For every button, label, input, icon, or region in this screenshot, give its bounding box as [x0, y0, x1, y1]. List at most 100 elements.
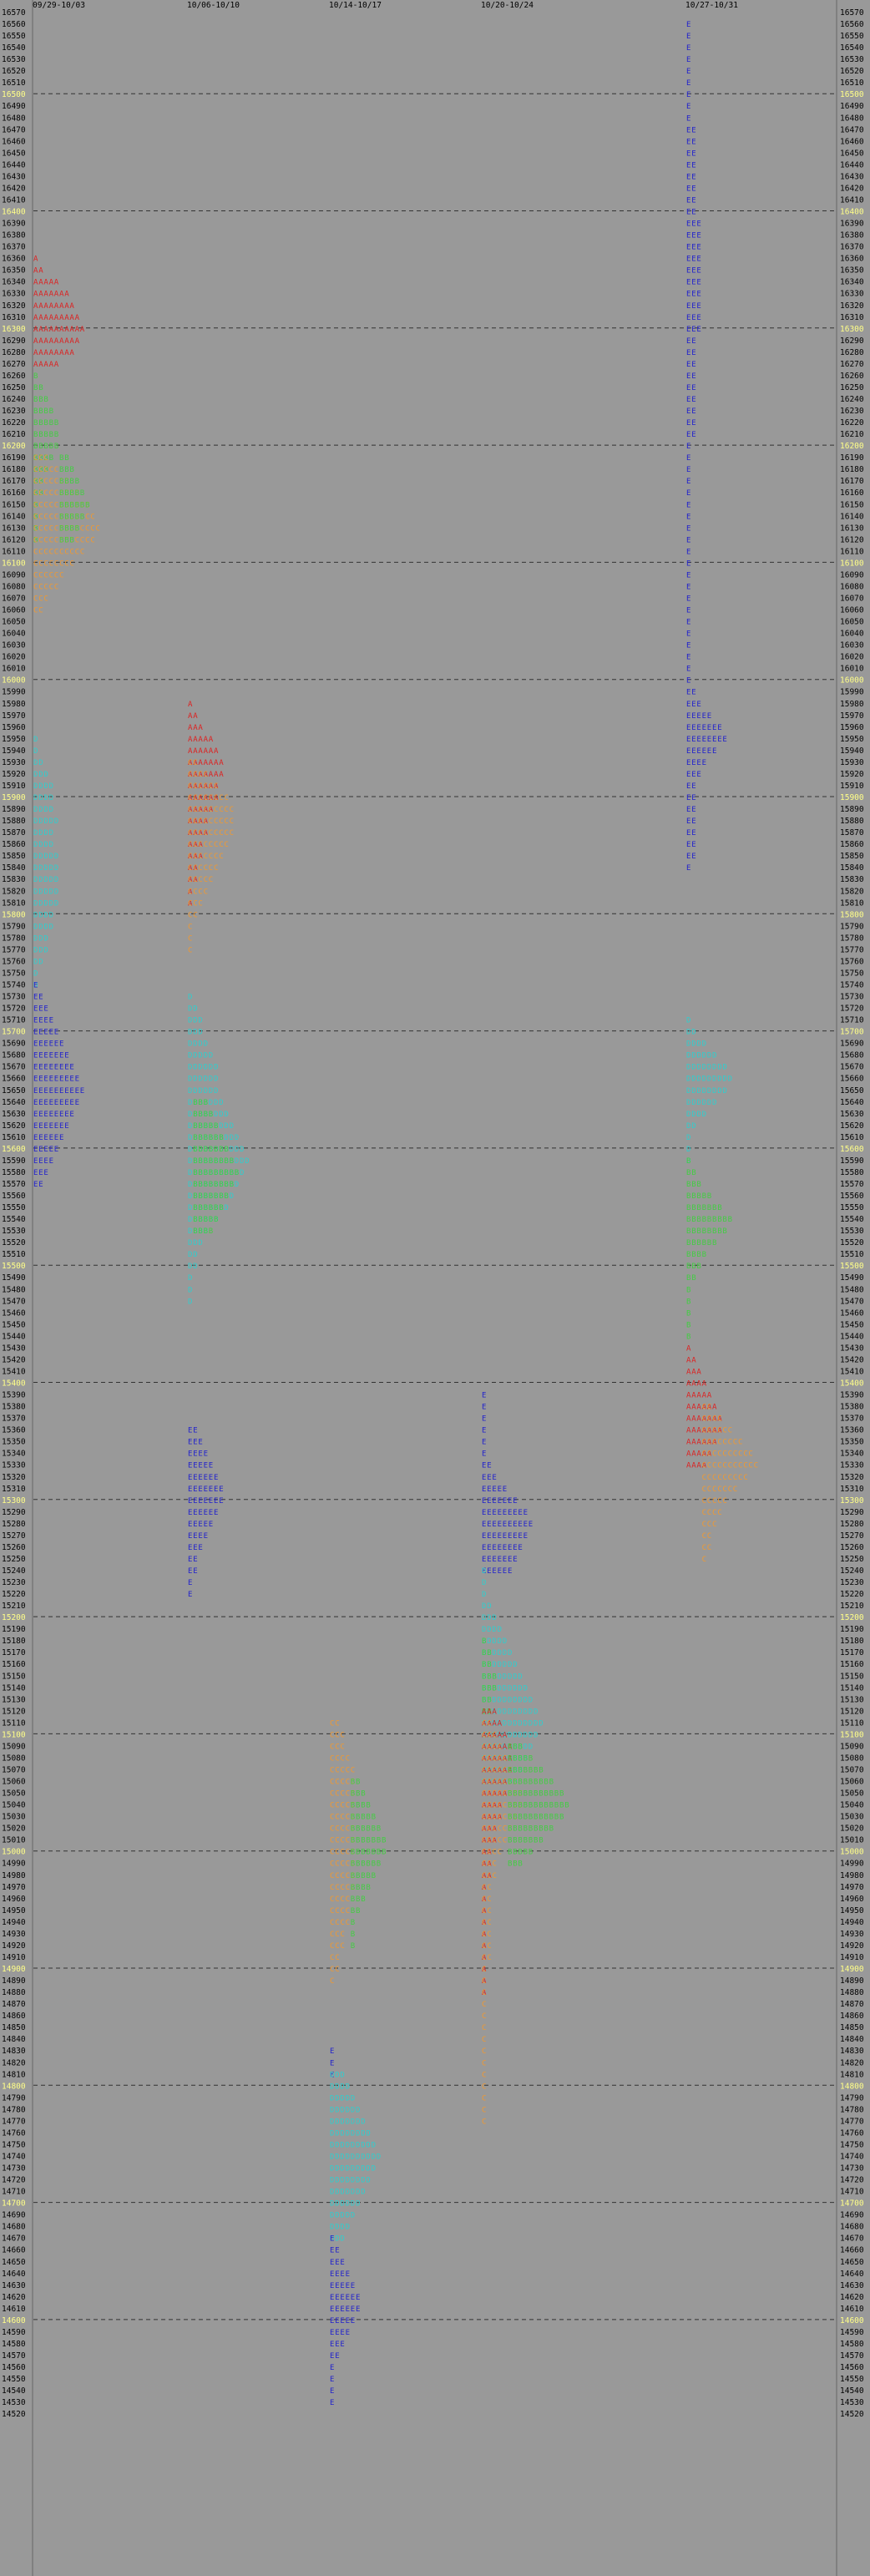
- price-tick-label: 16380: [2, 231, 26, 240]
- tpo-letter: C: [498, 1743, 502, 1751]
- tpo-letter: A: [43, 326, 48, 334]
- price-tick-label: 15710: [840, 1016, 864, 1025]
- tpo-letter: C: [193, 911, 197, 919]
- tpo-letter: B: [524, 1849, 528, 1857]
- tpo-letter: C: [335, 1754, 339, 1763]
- tpo-letter: B: [59, 524, 63, 533]
- tpo-letter: E: [330, 2071, 334, 2079]
- tpo-letter: D: [335, 2153, 339, 2161]
- tpo-letter: C: [707, 1427, 711, 1435]
- price-tick-label: 15740: [2, 980, 26, 989]
- tpo-letter: E: [43, 1029, 48, 1037]
- tpo-letter: C: [707, 1415, 711, 1424]
- tpo-letter: A: [188, 701, 193, 709]
- price-tick-label: 15820: [840, 887, 864, 896]
- tpo-letter: B: [366, 1814, 370, 1822]
- tpo-letter: C: [198, 841, 202, 849]
- tpo-letter: C: [204, 771, 208, 779]
- tpo-letter: C: [743, 1462, 747, 1470]
- price-tick-label: 15620: [2, 1121, 26, 1131]
- tpo-letter: B: [198, 1227, 202, 1236]
- price-tick-label: 14850: [2, 2023, 26, 2032]
- tpo-letter: B: [209, 1122, 213, 1131]
- tpo-letter: C: [346, 1790, 350, 1799]
- tpo-letter: E: [503, 1485, 507, 1494]
- tpo-letter: C: [351, 1837, 355, 1845]
- price-tick-label: 14930: [840, 1930, 864, 1939]
- tpo-letter: D: [230, 1157, 234, 1166]
- tpo-letter: C: [330, 1779, 334, 1787]
- tpo-letter: C: [728, 1485, 732, 1494]
- tpo-letter: B: [686, 1192, 690, 1201]
- tpo-letter: C: [193, 876, 197, 884]
- tpo-letter: D: [691, 1064, 695, 1072]
- tpo-letter: D: [193, 1122, 197, 1131]
- price-tick-label: 15950: [2, 735, 26, 744]
- tpo-letter: E: [346, 2270, 350, 2279]
- tpo-letter: D: [346, 2200, 350, 2209]
- tpo-letter: C: [518, 1802, 522, 1810]
- tpo-letter: E: [59, 1064, 63, 1072]
- tpo-letter: C: [335, 1802, 339, 1810]
- price-tick-label: 15810: [2, 898, 26, 908]
- tpo-letter: D: [712, 1064, 716, 1072]
- tpo-letter: B: [204, 1227, 208, 1236]
- tpo-letter: D: [38, 841, 43, 849]
- price-tick-label: 15010: [2, 1836, 26, 1845]
- tpo-letter: D: [356, 2129, 360, 2138]
- price-tick-label: 15220: [840, 1590, 864, 1599]
- tpo-letter: A: [487, 1790, 492, 1799]
- price-tick-label: 15200: [840, 1613, 864, 1622]
- tpo-letter: B: [544, 1790, 548, 1799]
- tpo-letter: E: [686, 524, 690, 533]
- tpo-letter: C: [193, 771, 197, 779]
- tpo-letter: E: [75, 1087, 79, 1096]
- tpo-letter: A: [198, 759, 203, 767]
- tpo-letter: D: [366, 2177, 370, 2185]
- tpo-letter: B: [33, 407, 38, 416]
- tpo-letter: C: [717, 1427, 721, 1435]
- tpo-letter: B: [214, 1157, 218, 1166]
- tpo-letter: B: [33, 489, 38, 498]
- tpo-letter: B: [38, 384, 43, 392]
- tpo-letter: B: [54, 431, 58, 439]
- tpo-letter: A: [498, 1790, 503, 1799]
- tpo-letter: D: [240, 1157, 244, 1166]
- tpo-letter: C: [351, 1802, 355, 1810]
- tpo-letter: D: [534, 1719, 538, 1728]
- price-tick-label: 15650: [2, 1086, 26, 1096]
- tpo-letter: E: [696, 712, 701, 721]
- price-tick-label: 14970: [840, 1883, 864, 1892]
- tpo-letter: B: [529, 1779, 533, 1787]
- tpo-letter: E: [340, 2317, 344, 2325]
- tpo-letter: C: [59, 571, 63, 579]
- tpo-letter: C: [346, 1884, 350, 1892]
- tpo-letter: A: [198, 771, 203, 779]
- tpo-letter: E: [193, 1497, 197, 1506]
- tpo-letter: C: [49, 524, 53, 533]
- price-tick-label: 16300: [2, 325, 26, 334]
- tpo-letter: C: [193, 759, 197, 767]
- tpo-letter: B: [351, 1825, 355, 1834]
- tpo-letter: B: [382, 1849, 386, 1857]
- tpo-letter: C: [733, 1450, 737, 1459]
- tpo-letter: B: [707, 1192, 711, 1201]
- tpo-letter: E: [696, 244, 701, 252]
- tpo-letter: A: [482, 1860, 487, 1869]
- price-tick-label: 15750: [840, 969, 864, 978]
- tpo-letter: C: [193, 794, 197, 802]
- tpo-letter: B: [518, 1779, 522, 1787]
- tpo-letter: D: [54, 864, 58, 873]
- tpo-letter: E: [686, 712, 690, 721]
- price-tick-label: 15480: [2, 1285, 26, 1294]
- tpo-letter: C: [482, 1814, 486, 1822]
- price-tick-label: 16250: [840, 383, 864, 392]
- tpo-letter: A: [43, 349, 48, 357]
- tpo-letter: E: [712, 747, 716, 756]
- tpo-letter: B: [64, 536, 68, 544]
- tpo-letter: C: [712, 1521, 716, 1529]
- tpo-letter: E: [59, 1040, 63, 1049]
- tpo-letter: D: [346, 2189, 350, 2197]
- tpo-letter: C: [482, 1743, 486, 1751]
- tpo-letter: E: [49, 1052, 53, 1060]
